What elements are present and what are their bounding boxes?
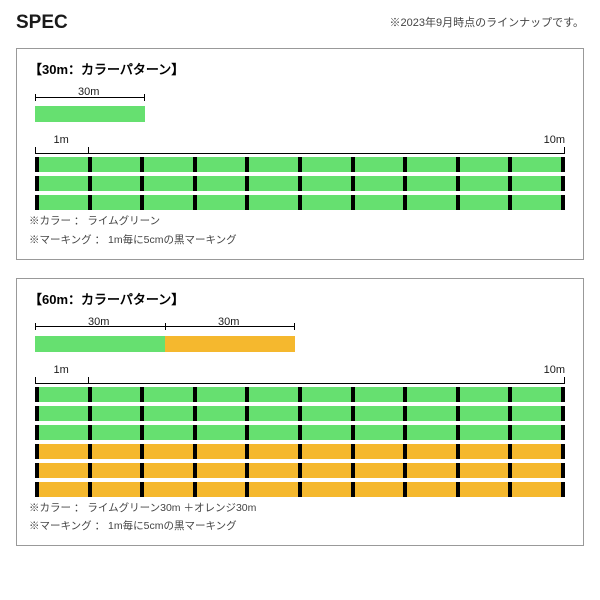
- ruler-block-60m: 1m 10m: [35, 366, 571, 497]
- ruler-label-10m: 10m: [544, 134, 565, 146]
- stripe-row: [35, 406, 565, 421]
- stripe-row: [35, 195, 565, 210]
- bracket-label: 30m: [88, 316, 109, 328]
- stripe-rows-60m: [35, 387, 565, 497]
- ruler-block-30m: 1m 10m: [35, 136, 571, 210]
- footnote-60m-2: ※マーキング ： 1m毎に5cmの黒マーキング: [29, 519, 571, 535]
- solid-segment: [35, 336, 165, 352]
- section-60m-title: 【60m：カラーパターン】: [29, 289, 571, 308]
- section-60m: 【60m：カラーパターン】 30m 30m 1m 10m ※カラー ： ライムグリー…: [16, 278, 584, 547]
- footnote-30m-1: ※カラー ： ライムグリーン: [29, 214, 571, 230]
- ruler-label-10m: 10m: [544, 364, 565, 376]
- bracket-label: 30m: [78, 86, 99, 98]
- ruler-60m: 1m 10m: [35, 366, 565, 384]
- lineup-note: ※2023年9月時点のラインナップです。: [390, 14, 585, 30]
- stripe-row: [35, 482, 565, 497]
- ruler-label-1m: 1m: [54, 134, 69, 146]
- solid-bar-30m: [35, 106, 145, 122]
- section-30m: 【30m：カラーパターン】 30m 1m 10m ※カラー ： ライムグリーン ※…: [16, 48, 584, 260]
- solid-bar-60m: [35, 336, 295, 352]
- footnote-30m-2: ※マーキング ： 1m毎に5cmの黒マーキング: [29, 233, 571, 249]
- header-row: SPEC ※2023年9月時点のラインナップです。: [16, 12, 584, 34]
- stripe-row: [35, 425, 565, 440]
- ruler-30m: 1m 10m: [35, 136, 565, 154]
- stripe-row: [35, 176, 565, 191]
- top-bracket-60m: 30m 30m: [35, 318, 295, 336]
- bracket-label: 30m: [218, 316, 239, 328]
- spec-title: SPEC: [16, 12, 68, 34]
- top-bar-60m: 30m 30m: [35, 318, 571, 352]
- top-bar-30m: 30m: [35, 88, 571, 122]
- solid-segment: [35, 106, 145, 122]
- stripe-rows-30m: [35, 157, 565, 210]
- footnote-60m-1: ※カラー ： ライムグリーン30m ＋オレンジ30m: [29, 501, 571, 517]
- stripe-row: [35, 444, 565, 459]
- stripe-row: [35, 157, 565, 172]
- solid-segment: [165, 336, 295, 352]
- section-30m-title: 【30m：カラーパターン】: [29, 59, 571, 78]
- stripe-row: [35, 463, 565, 478]
- ruler-label-1m: 1m: [54, 364, 69, 376]
- stripe-row: [35, 387, 565, 402]
- top-bracket-30m: 30m: [35, 88, 145, 106]
